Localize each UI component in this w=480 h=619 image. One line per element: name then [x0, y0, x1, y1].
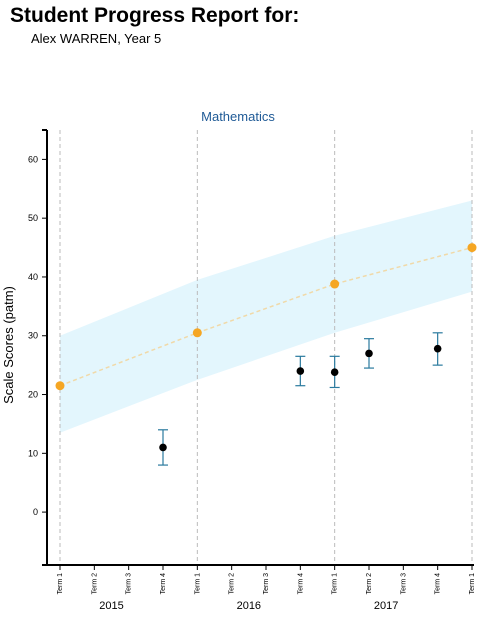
y-tick-label: 20 [28, 390, 38, 400]
x-tick-label: Term 1 [57, 573, 64, 595]
y-tick-label: 0 [33, 507, 38, 517]
expected-score-point [330, 279, 340, 289]
chart-title: Mathematics [201, 109, 275, 124]
expected-score-point [467, 243, 477, 253]
x-tick-label: Term 4 [160, 573, 167, 595]
x-tick-label: Term 1 [332, 573, 339, 595]
x-tick-label: Term 4 [435, 573, 442, 595]
year-label: 2017 [374, 600, 398, 612]
year-label: 2016 [237, 600, 261, 612]
y-tick-label: 60 [28, 154, 38, 164]
x-tick-label: Term 4 [297, 573, 304, 595]
y-axis-label: Scale Scores (patm) [1, 286, 16, 404]
expected-score-point [55, 381, 65, 391]
student-name: Alex WARREN, Year 5 [31, 31, 162, 46]
student-score-point [159, 443, 167, 452]
x-tick-label: Term 2 [366, 573, 373, 595]
year-label: 2015 [99, 600, 123, 612]
student-score-point [296, 367, 305, 375]
x-tick-label: Term 1 [194, 573, 201, 595]
student-score-point [433, 344, 442, 353]
x-tick-label: Term 3 [263, 573, 270, 595]
x-tick-label: Term 3 [126, 573, 133, 595]
y-tick-label: 10 [28, 448, 38, 458]
x-tick-label: Term 3 [400, 573, 407, 595]
x-tick-label: Term 2 [229, 573, 236, 595]
report-title: Student Progress Report for: [10, 4, 300, 27]
expected-range-band [60, 200, 472, 433]
expected-trend-line [59, 246, 473, 387]
x-tick-label: Term 1 [469, 573, 476, 595]
expected-score-point [192, 328, 202, 338]
x-tick-label: Term 2 [91, 573, 98, 595]
y-tick-label: 50 [28, 213, 38, 223]
student-score-point [365, 349, 373, 358]
y-tick-label: 40 [28, 272, 38, 282]
student-score-point [330, 368, 339, 376]
y-tick-label: 30 [28, 331, 38, 341]
